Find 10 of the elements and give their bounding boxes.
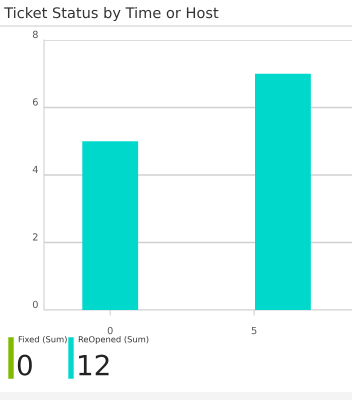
data-label: 12 <box>79 354 109 376</box>
y-tick-label: 4 <box>32 166 38 173</box>
category-label: ReOpened (Sum) <box>78 336 148 344</box>
y-tick-label: 6 <box>32 98 38 106</box>
chart-title: Ticket Status by Time or Host <box>4 6 218 22</box>
y-tick-label: 0 <box>32 300 38 308</box>
x-tick-label: 5 <box>252 326 256 334</box>
category-label: Fixed (Sum) <box>18 336 67 344</box>
y-tick-label: 8 <box>32 30 38 38</box>
y-tick-label: 2 <box>32 233 38 240</box>
